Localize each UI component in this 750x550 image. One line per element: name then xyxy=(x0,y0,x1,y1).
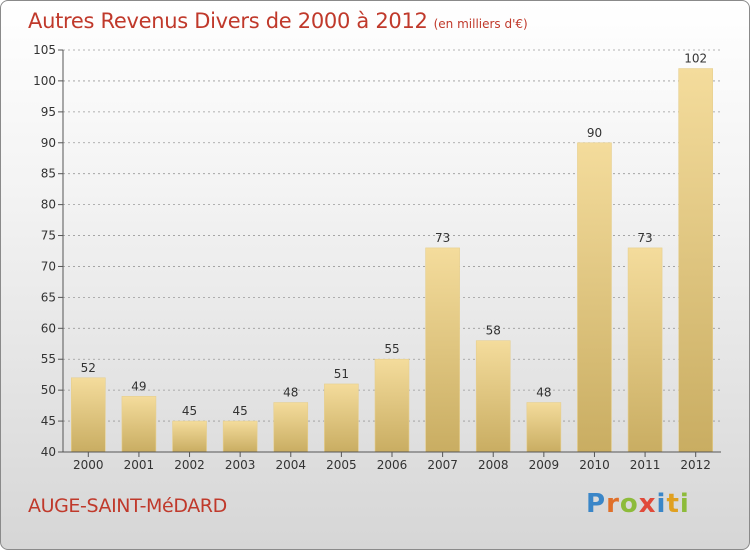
data-label: 52 xyxy=(81,361,96,375)
y-tick-label: 90 xyxy=(41,136,56,150)
bar xyxy=(577,143,611,452)
bar xyxy=(476,341,510,452)
data-label: 73 xyxy=(637,231,652,245)
logo-letter: t xyxy=(666,489,679,519)
logo-letter: x xyxy=(639,489,657,519)
y-tick-label: 95 xyxy=(41,105,56,119)
x-tick-label: 2005 xyxy=(326,458,357,472)
data-label: 49 xyxy=(131,379,146,393)
data-label: 90 xyxy=(587,126,602,140)
x-tick-label: 2001 xyxy=(124,458,155,472)
logo-letter: r xyxy=(606,489,620,519)
bar xyxy=(628,248,662,452)
x-tick-label: 2000 xyxy=(73,458,104,472)
logo-letter: i xyxy=(657,489,667,519)
data-label: 73 xyxy=(435,231,450,245)
x-tick-label: 2002 xyxy=(174,458,205,472)
x-tick-label: 2004 xyxy=(275,458,306,472)
bar xyxy=(324,384,358,452)
y-tick-label: 40 xyxy=(41,445,56,459)
data-label: 58 xyxy=(486,324,501,338)
bar xyxy=(71,378,105,452)
data-label: 45 xyxy=(182,404,197,418)
y-tick-label: 55 xyxy=(41,352,56,366)
bar xyxy=(173,421,207,452)
bar xyxy=(426,248,460,452)
bars xyxy=(71,69,712,452)
data-label: 102 xyxy=(684,52,707,66)
proxiti-logo: Proxiti xyxy=(586,489,690,519)
data-label: 48 xyxy=(283,386,298,400)
x-tick-label: 2011 xyxy=(630,458,661,472)
logo-letter: i xyxy=(680,489,690,519)
logo-letter: o xyxy=(620,489,639,519)
x-tick-label: 2008 xyxy=(478,458,509,472)
x-tick-label: 2012 xyxy=(680,458,711,472)
y-tick-label: 45 xyxy=(41,414,56,428)
x-tick-label: 2009 xyxy=(529,458,560,472)
y-tick-label: 70 xyxy=(41,259,56,273)
x-tick-label: 2003 xyxy=(225,458,256,472)
bar xyxy=(223,421,257,452)
y-tick-label: 105 xyxy=(33,43,56,57)
bar xyxy=(122,396,156,452)
bar xyxy=(527,403,561,452)
y-tick-label: 85 xyxy=(41,167,56,181)
x-tick-labels: 2000 2001 2002 2003 2004 2005 2006 2007 2008 2009… xyxy=(73,452,711,472)
y-tick-label: 60 xyxy=(41,321,56,335)
bar xyxy=(274,403,308,452)
logo-letter: P xyxy=(586,489,606,519)
y-tick-label: 100 xyxy=(33,74,56,88)
data-label: 48 xyxy=(536,386,551,400)
y-tick-label: 80 xyxy=(41,198,56,212)
data-label: 55 xyxy=(384,342,399,356)
y-tick-labels: 40 45 50 55 60 65 70 75 80 85 90 95 100 105 xyxy=(33,43,63,459)
x-tick-label: 2006 xyxy=(377,458,408,472)
x-tick-label: 2007 xyxy=(427,458,458,472)
x-tick-label: 2010 xyxy=(579,458,610,472)
y-tick-label: 75 xyxy=(41,229,56,243)
y-tick-label: 50 xyxy=(41,383,56,397)
data-label: 51 xyxy=(334,367,349,381)
commune-name: AUGE-SAINT-MéDARD xyxy=(28,495,227,517)
bar xyxy=(375,359,409,452)
y-tick-label: 65 xyxy=(41,290,56,304)
data-label: 45 xyxy=(233,404,248,418)
bar xyxy=(679,69,713,452)
